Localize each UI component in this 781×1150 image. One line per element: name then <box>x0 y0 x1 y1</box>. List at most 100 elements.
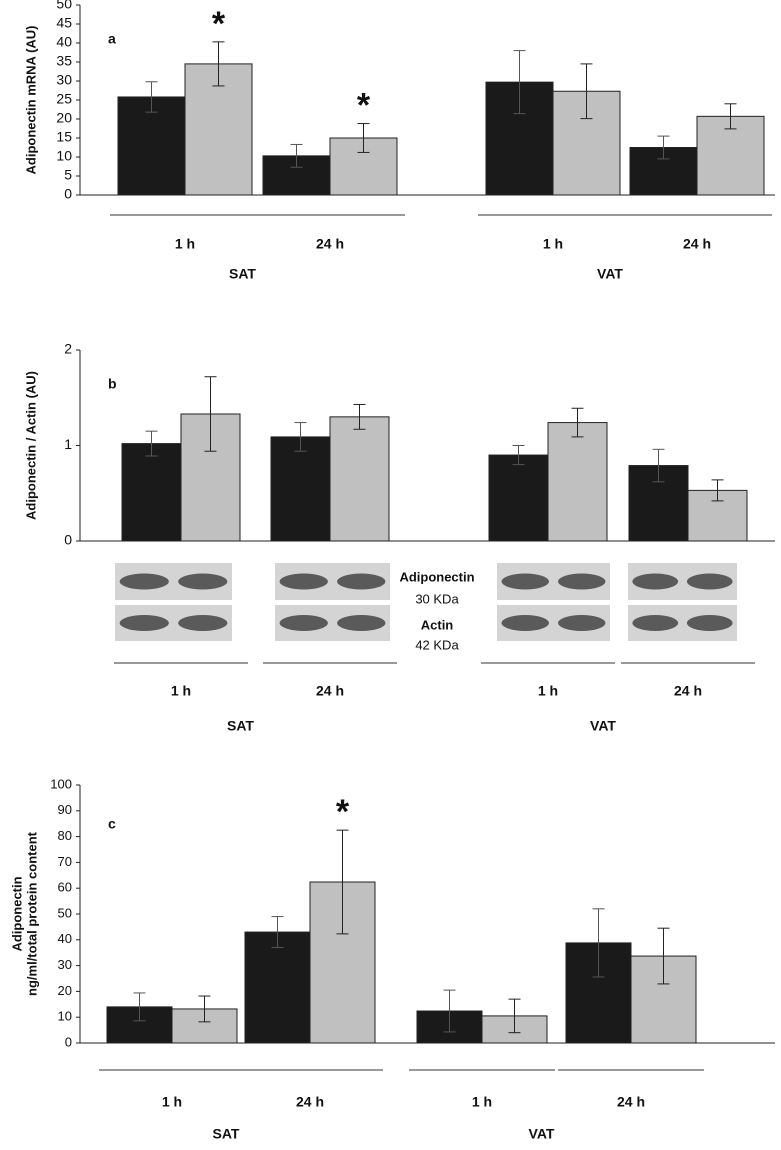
panel-label: c <box>108 816 116 832</box>
panel-label: a <box>108 31 116 47</box>
blot-label: 42 KDa <box>415 637 459 652</box>
error-bar <box>724 103 737 130</box>
x-tick-label: 1 h <box>472 1094 492 1110</box>
error-bar <box>271 916 284 949</box>
y-tick-label: 0 <box>64 186 72 202</box>
blot-label: Adiponectin <box>399 569 474 584</box>
y-tick-label: 50 <box>58 905 72 920</box>
error-bar <box>290 143 303 168</box>
error-bar <box>513 50 526 115</box>
bar <box>329 416 390 542</box>
y-tick-label: 50 <box>56 0 72 12</box>
error-bar <box>508 998 521 1034</box>
error-bar <box>357 123 370 153</box>
bar <box>270 436 331 542</box>
error-bar <box>336 829 349 935</box>
error-bar <box>657 135 670 160</box>
error-bar <box>443 989 456 1033</box>
error-bar <box>294 422 307 452</box>
error-bar <box>204 376 217 452</box>
y-tick-label: 30 <box>56 72 72 88</box>
blot-band <box>686 615 733 631</box>
x-tick-label: 1 h <box>543 236 563 252</box>
x-tick-label: 1 h <box>538 683 558 699</box>
y-tick-label: 0 <box>64 532 72 548</box>
error-bar <box>145 430 158 457</box>
blot-band <box>119 615 169 631</box>
error-bar <box>145 81 158 113</box>
blot-band <box>501 615 549 631</box>
error-bar <box>592 908 605 978</box>
y-tick-label: 80 <box>58 828 72 843</box>
group-label: VAT <box>590 718 616 734</box>
error-bar <box>657 927 670 985</box>
y-tick-label: 40 <box>58 931 72 946</box>
significance-mark: * <box>336 793 350 831</box>
blot-band <box>558 615 606 631</box>
blot-band <box>337 615 386 631</box>
y-tick-label: 15 <box>56 129 72 145</box>
blot-band <box>279 573 328 590</box>
y-tick-label: 40 <box>56 34 72 50</box>
y-tick-label: 30 <box>58 957 72 972</box>
x-tick-label: 1 h <box>175 236 195 252</box>
y-tick-label: 60 <box>58 880 72 895</box>
error-bar <box>711 479 724 502</box>
y-tick-label: 0 <box>65 1034 72 1049</box>
bar <box>244 931 311 1044</box>
bar <box>547 422 608 542</box>
x-tick-label: 1 h <box>171 683 191 699</box>
y-axis-label: ng/ml/total protein content <box>24 831 39 996</box>
x-tick-label: 24 h <box>316 683 344 699</box>
significance-mark: * <box>212 5 226 43</box>
error-bar <box>133 992 146 1022</box>
x-tick-label: 24 h <box>617 1094 645 1110</box>
group-label: SAT <box>213 1126 240 1142</box>
y-axis-label: Adiponectin <box>9 876 24 951</box>
y-tick-label: 100 <box>50 776 72 791</box>
x-tick-label: 24 h <box>674 683 702 699</box>
y-axis-label: Adiponectin / Actin (AU) <box>23 371 38 520</box>
y-tick-label: 25 <box>56 91 72 107</box>
group-label: VAT <box>597 266 623 282</box>
y-tick-label: 10 <box>56 148 72 164</box>
y-tick-label: 20 <box>58 983 72 998</box>
y-tick-label: 5 <box>64 167 72 183</box>
x-tick-label: 24 h <box>316 236 344 252</box>
bar <box>117 96 186 196</box>
group-label: SAT <box>227 718 254 734</box>
error-bar <box>580 63 593 120</box>
group-label: VAT <box>529 1126 555 1142</box>
y-axis-label: Adiponectin mRNA (AU) <box>23 25 38 174</box>
y-tick-label: 90 <box>58 802 72 817</box>
significance-mark: * <box>357 87 371 125</box>
y-tick-label: 20 <box>56 110 72 126</box>
blot-band <box>178 615 228 631</box>
blot-band <box>337 573 386 590</box>
panel-label: b <box>108 376 117 392</box>
group-label: SAT <box>229 266 256 282</box>
y-tick-label: 35 <box>56 53 72 69</box>
y-tick-label: 10 <box>58 1009 72 1024</box>
blot-band <box>632 573 679 590</box>
bar <box>488 454 549 542</box>
y-tick-label: 45 <box>56 15 72 31</box>
x-tick-label: 24 h <box>296 1094 324 1110</box>
blot-label: Actin <box>421 617 454 632</box>
error-bar <box>212 41 225 87</box>
y-tick-label: 2 <box>64 341 72 357</box>
x-tick-label: 1 h <box>162 1094 182 1110</box>
error-bar <box>571 407 584 438</box>
blot-band <box>178 573 228 590</box>
error-bar <box>353 403 366 430</box>
y-tick-label: 1 <box>64 436 72 452</box>
error-bar <box>512 445 525 466</box>
error-bar <box>652 448 665 483</box>
bar <box>121 443 182 542</box>
blot-band <box>119 573 169 590</box>
blot-band <box>558 573 606 590</box>
x-tick-label: 24 h <box>683 236 711 252</box>
blot-band <box>279 615 328 631</box>
blot-band <box>632 615 679 631</box>
